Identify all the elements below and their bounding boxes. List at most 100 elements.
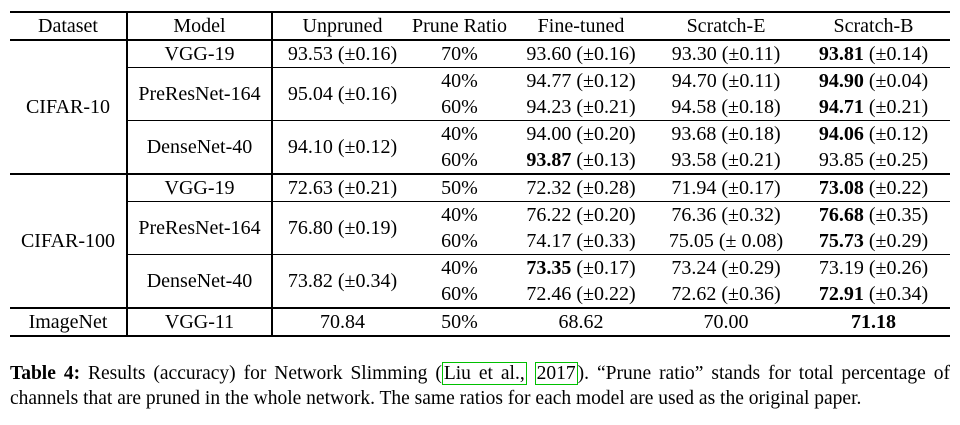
table-row: 60% 72.46 (±0.22) 72.62 (±0.36) 72.91 (±…: [10, 281, 950, 308]
stddev: (±0.36): [721, 283, 781, 305]
value: 94.00: [526, 123, 572, 145]
cell-fine-tuned: 93.60 (±0.16): [507, 40, 655, 68]
value: 76.68: [818, 204, 864, 226]
value: 75.05: [668, 230, 714, 252]
cell-fine-tuned: 76.22 (±0.20): [507, 201, 655, 228]
cell-prune-ratio: 50%: [412, 173, 507, 202]
cell-prune-ratio: 60%: [441, 149, 478, 171]
cell-fine-tuned: 94.23 (±0.21): [507, 94, 655, 121]
stddev: (±0.35): [868, 204, 929, 226]
stddev: (±0.32): [721, 204, 781, 226]
value: 74.17: [526, 230, 572, 252]
table-row: CIFAR-10 VGG-19 93.53 (±0.16) 70% 93.60 …: [10, 40, 950, 174]
stddev: (± 0.08): [718, 230, 784, 252]
cell-scratch-b: 94.71 (±0.21): [797, 94, 950, 121]
cell-scratch-b: 93.81 (±0.14): [797, 40, 950, 68]
value: 94.77: [526, 70, 572, 92]
stddev: (±0.22): [868, 177, 929, 199]
column-header-scratch-b: Scratch-B: [797, 12, 950, 41]
value: 71.94: [671, 177, 717, 199]
cell-model: VGG-19: [127, 40, 273, 68]
citation-link-authors[interactable]: Liu et al.,: [441, 362, 527, 385]
table-row: DenseNet-40 94.10 (±0.12) 40% 94.00 (±0.…: [10, 120, 950, 174]
value: 93.85: [818, 149, 864, 171]
cell-unpruned: 73.82 (±0.34): [272, 254, 412, 308]
cell-fine-tuned: 94.00 (±0.20): [507, 120, 655, 147]
table-caption: Table 4: Results (accuracy) for Network …: [10, 362, 950, 411]
value: 93.60: [526, 43, 572, 65]
value: 73.08: [818, 177, 864, 199]
column-header-dataset: Dataset: [10, 12, 128, 41]
value: 94.58: [671, 96, 717, 118]
value: 94.71: [818, 96, 864, 118]
cell-scratch-e: 75.05 (± 0.08): [655, 228, 797, 255]
cell-prune-ratio: 40%: [412, 201, 507, 228]
cell-scratch-e: 94.70 (±0.11): [655, 67, 797, 94]
column-header-prune-ratio: Prune Ratio: [412, 12, 507, 41]
stddev: (±0.17): [576, 257, 636, 279]
value: 93.30: [671, 43, 717, 65]
value: 93.58: [671, 149, 717, 171]
cell-scratch-e: 71.94 (±0.17): [655, 173, 797, 202]
value: 72.62: [671, 283, 717, 305]
stddev: (±0.12): [868, 123, 929, 145]
cell-model: PreResNet-164: [127, 201, 273, 255]
cell-prune-ratio: 40%: [412, 254, 507, 281]
cell-scratch-e: 93.68 (±0.18): [655, 120, 797, 147]
cell-unpruned: 72.63 (±0.21): [272, 173, 412, 202]
stddev: (±0.25): [868, 149, 929, 171]
cell-scratch-e: 72.62 (±0.36): [655, 281, 797, 308]
value: 73.19: [818, 257, 864, 279]
stddev: (±0.20): [576, 204, 636, 226]
cell-prune-ratio: 60%: [441, 230, 478, 252]
value: 94.90: [818, 70, 864, 92]
cell-model: PreResNet-164: [127, 67, 273, 121]
value: 76.22: [526, 204, 572, 226]
cell-dataset: CIFAR-10: [10, 40, 128, 174]
caption-text-before: Results (accuracy) for Network Slimming …: [80, 363, 442, 384]
cell-model: VGG-11: [127, 307, 273, 336]
cell-fine-tuned: 93.87 (±0.13): [507, 147, 655, 174]
value: 76.36: [671, 204, 717, 226]
cell-prune-ratio: 60%: [441, 283, 478, 305]
table-row: ImageNet VGG-11 70.84 50% 68.62 70.00 71…: [10, 307, 950, 336]
cell-scratch-b: 76.68 (±0.35): [797, 201, 950, 228]
cell-dataset: CIFAR-100: [10, 173, 128, 308]
cell-fine-tuned: 74.17 (±0.33): [507, 228, 655, 255]
value: 75.73: [818, 230, 864, 252]
cell-fine-tuned: 72.46 (±0.22): [507, 281, 655, 308]
cell-model: DenseNet-40: [127, 254, 273, 308]
cell-scratch-b: 73.08 (±0.22): [797, 173, 950, 202]
cell-prune-ratio: 40%: [412, 67, 507, 94]
stddev: (±0.29): [868, 230, 929, 252]
stddev: (±0.21): [576, 96, 636, 118]
cell-unpruned: 70.84: [272, 307, 412, 336]
cell-scratch-b: 93.85 (±0.25): [797, 147, 950, 174]
cell-prune-ratio: 50%: [412, 307, 507, 336]
table-row: PreResNet-164 76.80 (±0.19) 40% 76.22 (±…: [10, 201, 950, 255]
value: 94.23: [526, 96, 572, 118]
stddev: (±0.34): [868, 283, 929, 305]
stddev: (±0.18): [721, 123, 781, 145]
cell-dataset: ImageNet: [10, 307, 128, 336]
cell-scratch-b: 72.91 (±0.34): [797, 281, 950, 308]
stddev: (±0.17): [721, 177, 781, 199]
header-row: Dataset Model Unpruned Prune Ratio Fine-…: [10, 12, 950, 41]
column-header-fine-tuned: Fine-tuned: [507, 12, 655, 41]
cell-unpruned: 93.53 (±0.16): [287, 43, 398, 65]
cell-fine-tuned: 73.35 (±0.17): [507, 254, 655, 281]
value: 73.35: [526, 257, 572, 279]
stddev: (±0.11): [721, 43, 781, 65]
cell-scratch-e: 76.36 (±0.32): [655, 201, 797, 228]
value: 68.62: [558, 311, 604, 333]
table-row: 60% 94.23 (±0.21) 94.58 (±0.18) 94.71 (±…: [10, 94, 950, 121]
stddev: (±0.16): [576, 43, 636, 65]
cell-scratch-b: 75.73 (±0.29): [797, 228, 950, 255]
value: 73.24: [671, 257, 717, 279]
citation-link-year[interactable]: 2017: [534, 362, 578, 385]
cell-fine-tuned: 94.77 (±0.12): [507, 67, 655, 94]
stddev: (±0.28): [576, 177, 636, 199]
stddev: (±0.13): [576, 149, 636, 171]
cell-scratch-b: 71.18: [797, 307, 950, 336]
stddev: (±0.21): [721, 149, 781, 171]
